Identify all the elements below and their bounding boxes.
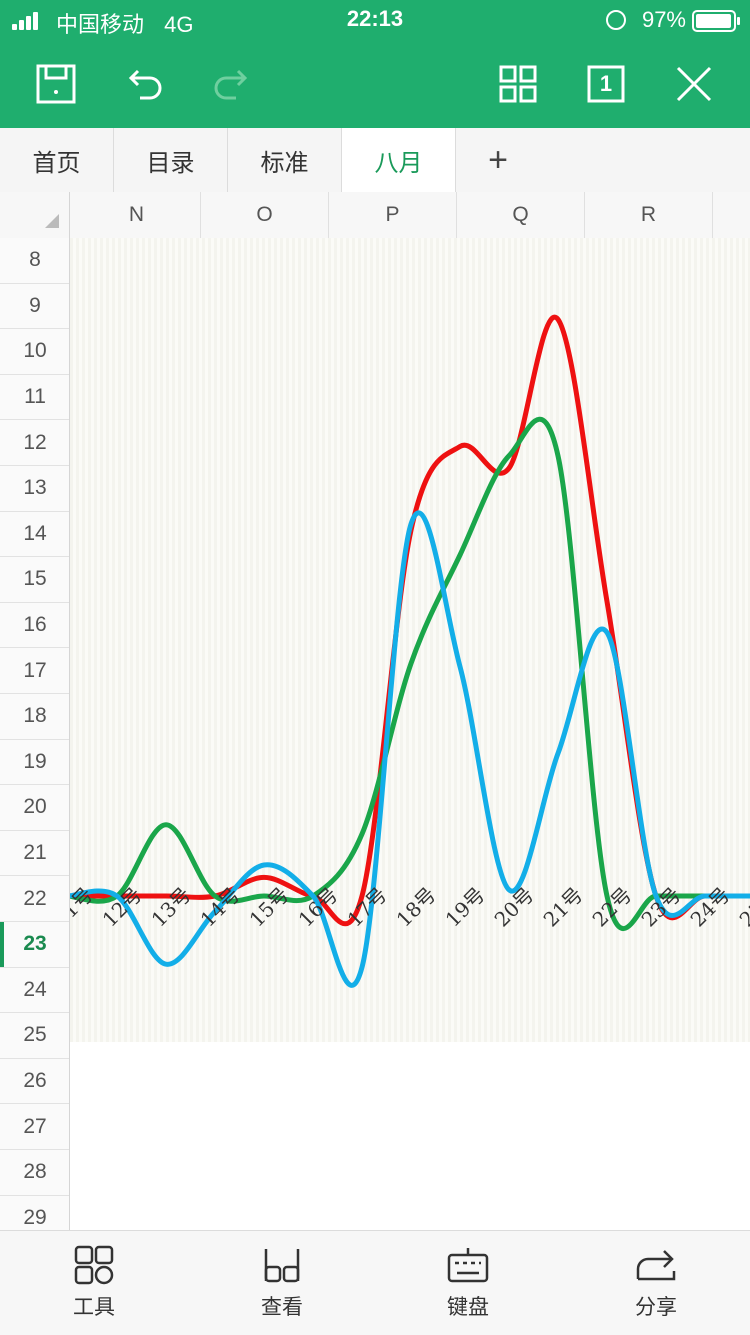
series-line-3 (70, 510, 750, 988)
share-label: 分享 (635, 1296, 677, 1319)
x-tick-label: 25号 (735, 882, 750, 931)
x-tick-label: 18号 (392, 882, 441, 931)
row-header-21[interactable]: 21 (0, 831, 69, 877)
tab-home[interactable]: 首页 (0, 128, 114, 192)
keyboard-button[interactable]: 键盘 (408, 1245, 528, 1321)
save-icon[interactable] (30, 58, 82, 110)
redo-icon[interactable] (206, 58, 258, 110)
row-header-11[interactable]: 11 (0, 375, 69, 421)
sheet-number-icon[interactable]: 1 (580, 58, 632, 110)
sheet-number-label: 1 (599, 71, 613, 96)
row-header-29[interactable]: 29 (0, 1196, 69, 1230)
share-icon (636, 1250, 676, 1281)
carrier-label: 中国移动 4G (56, 7, 194, 39)
tab-contents[interactable]: 目录 (114, 128, 228, 192)
toolbar: 1 (0, 40, 750, 128)
column-header-r[interactable]: R (585, 192, 713, 238)
x-tick-label: 13号 (147, 882, 196, 931)
column-header-bar: N O P Q R (0, 192, 750, 239)
tools-button[interactable]: 工具 (34, 1245, 154, 1321)
x-tick-label: 23号 (637, 882, 686, 931)
network-type: 4G (164, 12, 194, 37)
column-header-n[interactable]: N (73, 192, 201, 238)
column-header-p[interactable]: P (329, 192, 457, 238)
signal-icon (12, 12, 40, 30)
series-line-1 (70, 314, 750, 927)
row-header-10[interactable]: 10 (0, 329, 69, 375)
select-all-corner[interactable] (0, 192, 70, 238)
column-header-o[interactable]: O (201, 192, 329, 238)
keyboard-label: 键盘 (447, 1296, 489, 1319)
sheet-tabs: 首页 目录 标准 八月 + (0, 128, 750, 193)
tab-standard[interactable]: 标准 (228, 128, 342, 192)
row-header-15[interactable]: 15 (0, 557, 69, 603)
x-tick-label: 19号 (441, 882, 490, 931)
row-header-25[interactable]: 25 (0, 1013, 69, 1059)
view-button[interactable]: 查看 (222, 1245, 342, 1321)
series-line-2 (70, 416, 750, 931)
battery-percent: 97% (641, 7, 686, 32)
keyboard-icon (447, 1248, 489, 1283)
row-header-18[interactable]: 18 (0, 694, 69, 740)
row-header-13[interactable]: 13 (0, 466, 69, 512)
glasses-icon (264, 1249, 300, 1283)
view-label: 查看 (261, 1296, 303, 1319)
row-header-14[interactable]: 14 (0, 512, 69, 558)
tools-label: 工具 (73, 1296, 115, 1319)
tools-icon (74, 1245, 114, 1285)
row-header-bar: 8 9 10 11 12 13 14 15 16 17 18 19 20 21 22 23 24 25 26 27 28… (0, 238, 70, 1230)
clock: 22:13 (346, 6, 404, 31)
tab-august[interactable]: 八月 (342, 128, 456, 192)
grid-view-icon[interactable] (492, 58, 544, 110)
row-header-17[interactable]: 17 (0, 648, 69, 694)
row-header-24[interactable]: 24 (0, 968, 69, 1014)
row-header-27[interactable]: 27 (0, 1104, 69, 1150)
row-header-9[interactable]: 9 (0, 284, 69, 330)
column-header-q[interactable]: Q (457, 192, 585, 238)
undo-icon[interactable] (118, 58, 170, 110)
x-tick-label: 20号 (490, 882, 539, 931)
row-header-26[interactable]: 26 (0, 1059, 69, 1105)
add-sheet-button[interactable]: + (488, 140, 508, 179)
row-header-22[interactable]: 22 (0, 876, 69, 922)
carrier-name: 中国移动 (56, 12, 145, 37)
battery-icon (692, 10, 740, 32)
row-header-12[interactable]: 12 (0, 420, 69, 466)
x-tick-label: 24号 (686, 882, 735, 931)
close-icon[interactable] (668, 58, 720, 110)
status-bar: 中国移动 4G 22:13 97% (0, 0, 750, 40)
row-header-28[interactable]: 28 (0, 1150, 69, 1196)
share-button[interactable]: 分享 (596, 1245, 716, 1321)
row-header-23[interactable]: 23 (0, 922, 69, 968)
row-header-20[interactable]: 20 (0, 785, 69, 831)
row-header-19[interactable]: 19 (0, 740, 69, 786)
line-chart[interactable]: 11号 12号 13号 14号 15号 16号 17号 18号 19号 20号 21号 22号 23号 2… (70, 238, 750, 1042)
x-tick-label: 21号 (539, 882, 588, 931)
row-header-16[interactable]: 16 (0, 603, 69, 649)
x-tick-label: 15号 (245, 882, 294, 931)
bottom-nav: 工具 查看 键盘 分享 (0, 1230, 750, 1335)
chart-svg: 11号 12号 13号 14号 15号 16号 17号 18号 19号 20号 21号 22号 23号 2… (70, 314, 750, 988)
row-header-8[interactable]: 8 (0, 238, 69, 284)
rotation-lock-icon (606, 10, 626, 30)
